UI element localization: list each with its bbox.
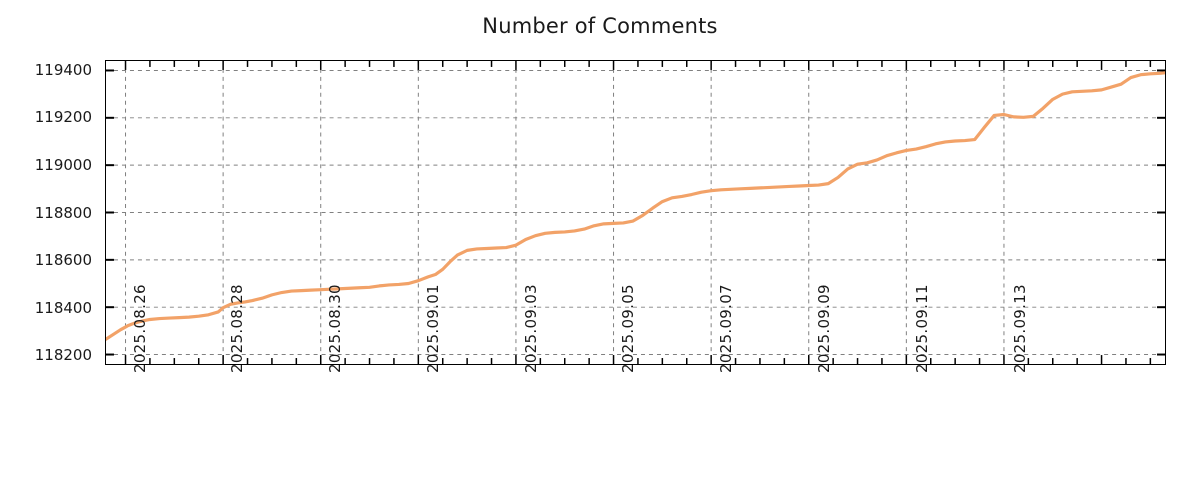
chart-title: Number of Comments [482,14,718,38]
y-tick-label: 118600 [34,251,92,270]
y-tick-label: 118400 [34,298,92,317]
y-tick-label: 118800 [34,203,92,222]
plot-svg [106,61,1165,364]
y-tick-label: 118200 [34,346,92,365]
series-line-number-of-comments [106,71,1165,341]
axis-ticks-y [106,69,1165,356]
grid-lines-horizontal [106,69,1165,356]
grid-lines-vertical [125,61,1005,364]
y-tick-label: 119400 [34,60,92,79]
plot-area [105,60,1166,365]
axis-ticks-x [124,61,1152,364]
y-tick-label: 119000 [34,155,92,174]
y-tick-label: 119200 [34,108,92,127]
